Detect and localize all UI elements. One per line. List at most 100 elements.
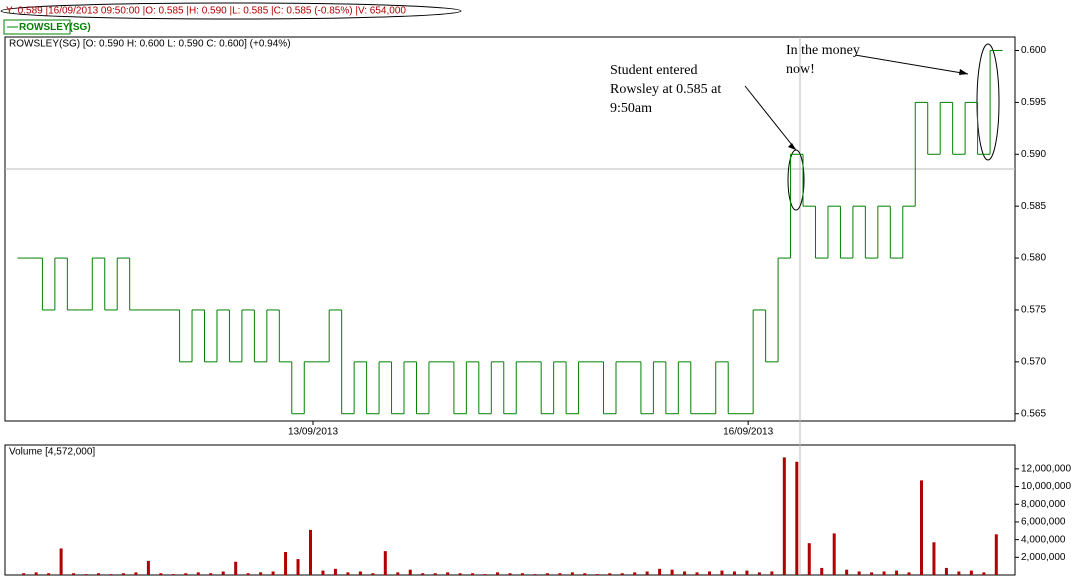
volume-bar	[271, 571, 275, 575]
volume-bar	[408, 569, 412, 575]
y-tick-label: 0.565	[1021, 408, 1046, 419]
volume-bar	[246, 573, 250, 575]
volume-bar	[832, 533, 836, 575]
volume-bar	[558, 573, 562, 575]
volume-title: Volume [4,572,000]	[9, 447, 95, 458]
volume-bar	[234, 561, 238, 575]
x-tick-label: 16/09/2013	[723, 427, 773, 438]
volume-bar	[321, 570, 325, 575]
y-tick-label: 6,000,000	[1021, 517, 1066, 528]
volume-bar	[782, 457, 786, 575]
volume-bar	[97, 573, 101, 575]
volume-bar	[72, 573, 76, 575]
volume-bar	[683, 571, 687, 575]
volume-bar	[633, 572, 637, 575]
highlight-ellipse	[787, 149, 805, 211]
volume-bar	[957, 571, 961, 575]
y-tick-label: 0.570	[1021, 356, 1046, 367]
volume-bar	[807, 543, 811, 575]
volume-bar	[358, 571, 362, 575]
volume-bar	[84, 574, 88, 575]
volume-bar	[982, 572, 986, 575]
volume-bar	[371, 573, 375, 575]
volume-bar	[533, 574, 537, 575]
volume-bar	[259, 572, 263, 575]
volume-bar	[944, 567, 948, 575]
volume-bar	[221, 571, 225, 575]
volume-bar	[333, 568, 337, 575]
volume-bar	[583, 573, 587, 575]
y-tick-label: 0.585	[1021, 201, 1046, 212]
y-tick-label: 0.595	[1021, 97, 1046, 108]
volume-bar	[919, 480, 923, 575]
y-tick-label: 8,000,000	[1021, 499, 1066, 510]
volume-bar	[857, 571, 861, 575]
volume-bar	[421, 573, 425, 575]
annotation-arrow	[744, 85, 797, 151]
volume-bar	[446, 572, 450, 575]
annotation-line: Rowsley at 0.585 at	[610, 82, 721, 97]
volume-bar	[695, 572, 699, 575]
price-panel	[4, 36, 1016, 422]
volume-bar	[496, 572, 500, 575]
volume-bar	[720, 570, 724, 575]
volume-bar	[820, 567, 824, 575]
annotation-arrowhead	[788, 143, 796, 150]
volume-bar	[670, 569, 674, 575]
volume-bar	[570, 572, 574, 575]
annotation-arrowhead	[959, 69, 968, 75]
y-tick-label: 0.575	[1021, 305, 1046, 316]
status-ellipse	[0, 2, 462, 20]
y-tick-label: 0.580	[1021, 253, 1046, 264]
volume-bar	[196, 572, 200, 575]
volume-bar	[346, 572, 350, 575]
volume-bar	[757, 572, 761, 575]
y-tick-label: 0.600	[1021, 45, 1046, 56]
volume-bar	[845, 569, 849, 575]
volume-bar	[284, 552, 288, 575]
annotation-arrow	[854, 54, 969, 75]
volume-bar	[969, 570, 973, 575]
volume-bar	[22, 573, 26, 575]
volume-bar	[994, 534, 998, 575]
volume-bar	[745, 570, 749, 575]
annotation-line: In the money	[786, 43, 860, 58]
volume-bar	[620, 573, 624, 575]
x-tick-label: 13/09/2013	[288, 427, 338, 438]
volume-bar	[882, 571, 886, 575]
volume-bar	[383, 551, 387, 575]
volume-bar	[34, 572, 38, 575]
volume-bar	[483, 574, 487, 575]
volume-bar	[146, 560, 150, 575]
volume-bar	[608, 573, 612, 575]
annotation-line: Student entered	[610, 63, 697, 78]
volume-bar	[907, 572, 911, 575]
status-bar: Y: 0.589 |16/09/2013 09:50:00 |O: 0.585 …	[6, 6, 406, 17]
volume-bar	[171, 574, 175, 575]
annotation-line: now!	[786, 62, 815, 77]
price-title: ROWSLEY(SG) [O: 0.590 H: 0.600 L: 0.590 …	[9, 39, 291, 50]
volume-bar	[433, 573, 437, 575]
volume-bar	[209, 573, 213, 575]
y-tick-label: 10,000,000	[1021, 481, 1071, 492]
volume-bar	[732, 571, 736, 575]
volume-bar	[458, 573, 462, 575]
volume-bar	[595, 574, 599, 575]
volume-bar	[121, 573, 125, 575]
volume-bar	[870, 572, 874, 575]
legend-entry: ROWSLEY(SG)	[19, 22, 91, 33]
y-tick-label: 2,000,000	[1021, 552, 1066, 563]
volume-bar	[471, 573, 475, 575]
volume-bar	[508, 573, 512, 575]
y-tick-label: 4,000,000	[1021, 534, 1066, 545]
volume-bar	[932, 542, 936, 575]
volume-bar	[59, 548, 63, 575]
y-tick-label: 0.590	[1021, 149, 1046, 160]
volume-bar	[47, 573, 51, 575]
volume-bar	[545, 573, 549, 575]
volume-bar	[184, 573, 188, 575]
legend-box	[3, 19, 71, 35]
volume-bar	[658, 568, 662, 575]
